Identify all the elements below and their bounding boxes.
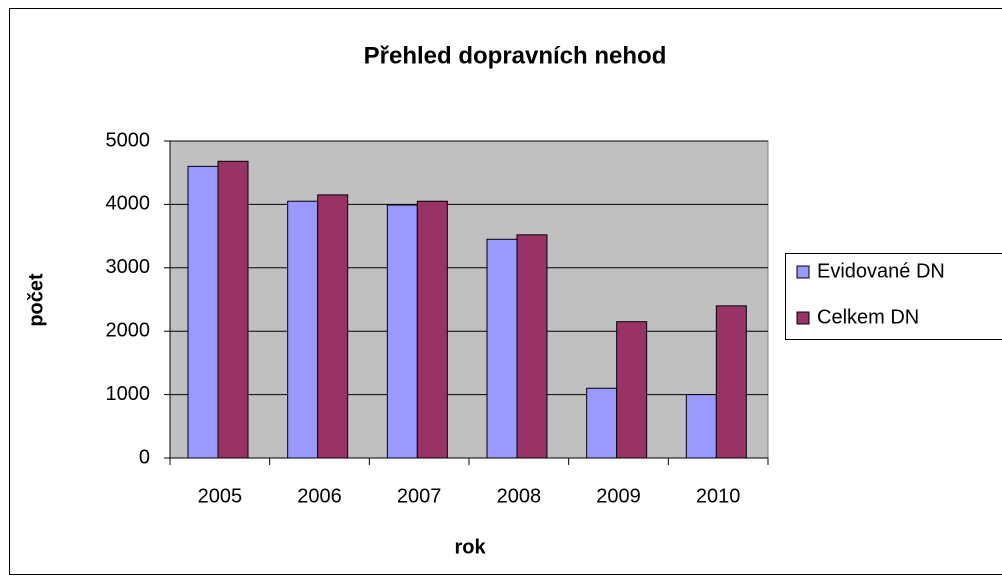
- x-tick-label: 2007: [397, 485, 442, 507]
- x-tick-label: 2010: [696, 485, 741, 507]
- y-tick-label: 2000: [106, 319, 151, 341]
- y-tick-label: 1000: [106, 383, 151, 405]
- bar: [416, 200, 448, 459]
- legend-label: Celkem DN: [817, 306, 919, 328]
- y-axis-label: počet: [25, 273, 47, 327]
- bar: [616, 321, 648, 459]
- legend-swatch: [796, 311, 810, 325]
- bar: [685, 394, 717, 459]
- bar: [586, 387, 618, 459]
- x-tick-label: 2008: [497, 485, 542, 507]
- bar: [486, 238, 518, 459]
- y-tick-label: 0: [139, 446, 150, 468]
- plot-area: [169, 140, 769, 459]
- y-tick-label: 4000: [106, 193, 151, 215]
- x-axis-label: rok: [454, 536, 486, 558]
- x-tick-label: 2009: [596, 485, 641, 507]
- bar: [217, 160, 249, 459]
- bar: [317, 194, 349, 459]
- legend-label: Evidované DN: [817, 260, 945, 282]
- chart-title: Přehled dopravních nehod: [364, 42, 667, 69]
- x-tick-label: 2005: [198, 485, 243, 507]
- y-tick-label: 3000: [106, 256, 151, 278]
- bar: [516, 234, 548, 459]
- bar: [715, 305, 747, 459]
- bar: [187, 165, 219, 459]
- x-tick-label: 2006: [297, 485, 342, 507]
- y-tick-label: 5000: [106, 129, 151, 151]
- legend-swatch: [796, 265, 810, 279]
- bar: [386, 204, 418, 459]
- legend-box: [785, 253, 1002, 340]
- bar: [287, 200, 319, 459]
